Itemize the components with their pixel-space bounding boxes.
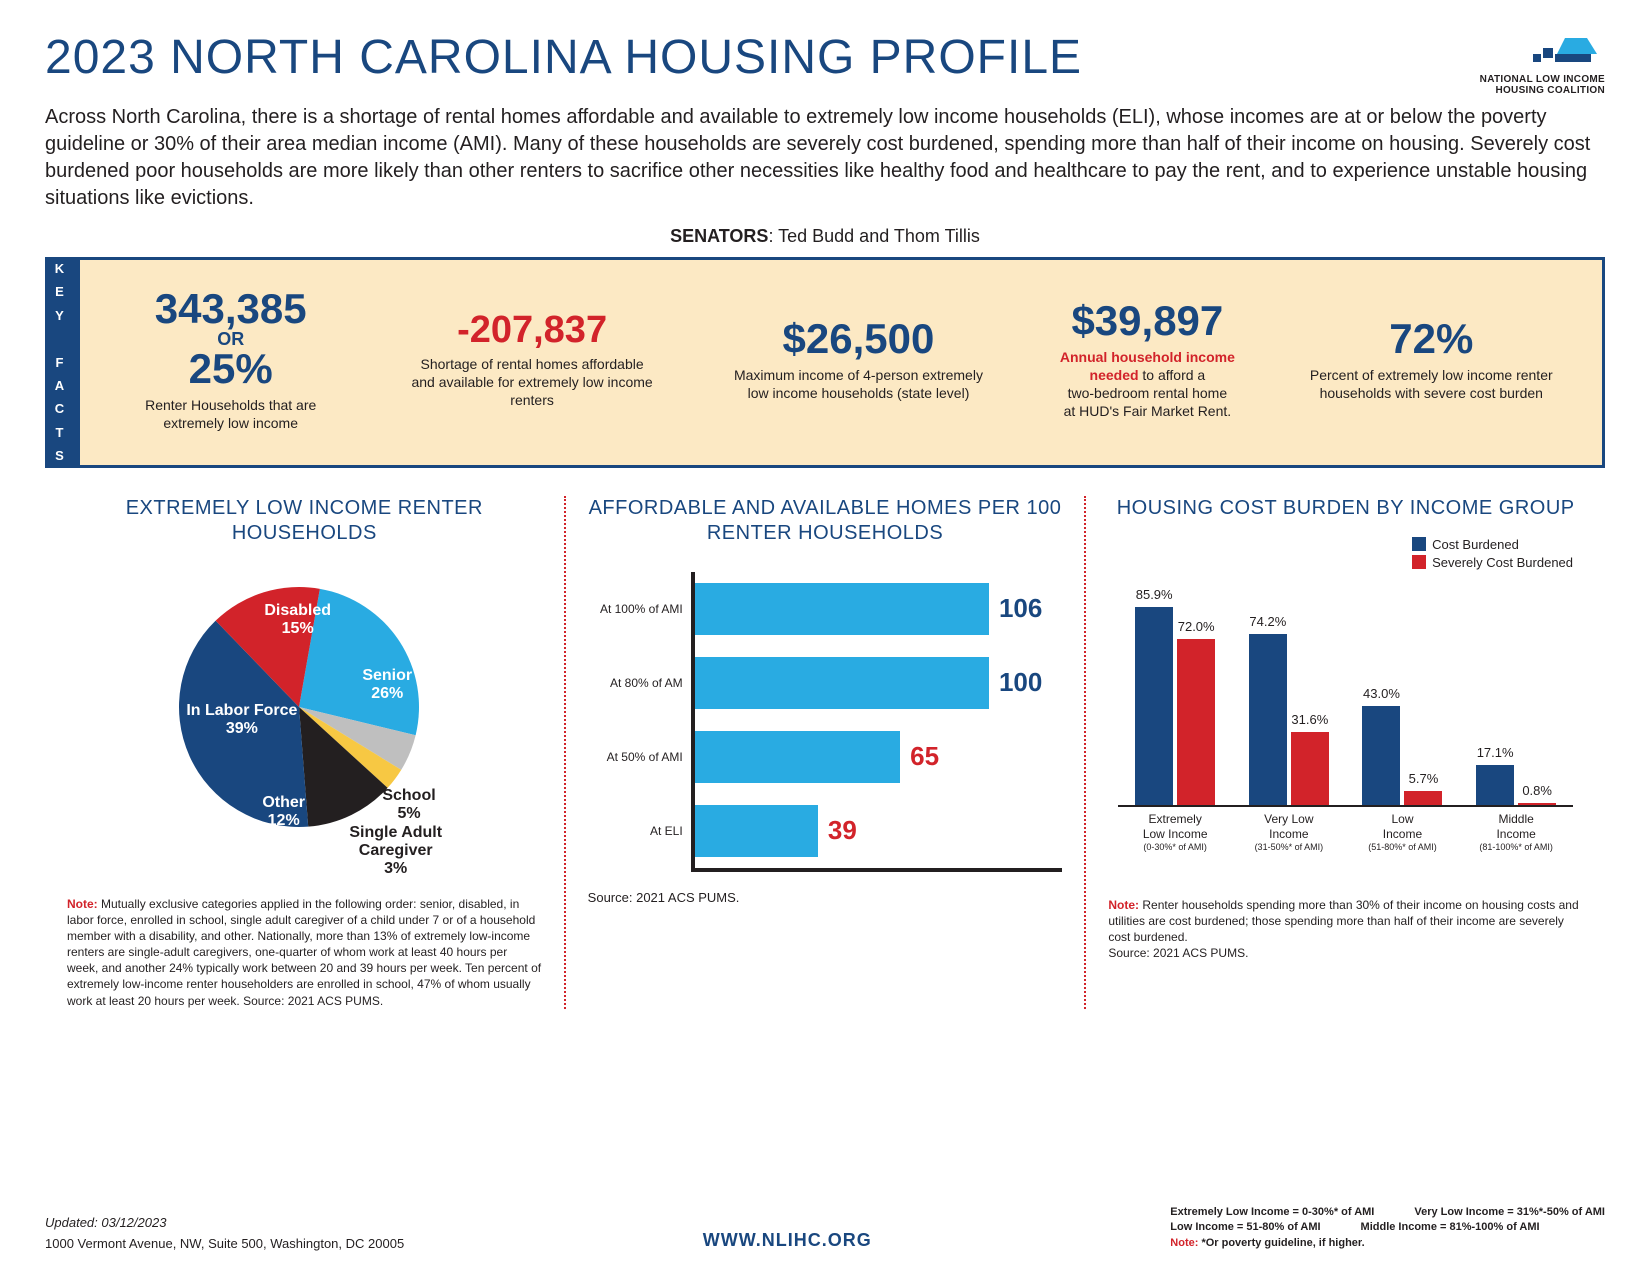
pie-slice-label: School5% [382,787,435,824]
hbar-row: At 50% of AMI 65 [596,720,1043,794]
page-title: 2023 NORTH CAROLINA HOUSING PROFILE [45,30,1082,85]
hbar-source: Source: 2021 ACS PUMS. [588,890,1063,905]
hbar-value: 106 [999,593,1042,624]
hbar-label: At 100% of AMI [596,602,691,616]
vbar-severely-cost-burdened: 31.6% [1291,732,1329,805]
hbar-row: At 80% of AM 100 [596,646,1043,720]
vbar-note: Note: Renter households spending more th… [1108,881,1583,962]
pie-slice-label: Other12% [262,794,305,831]
hbar-bar [695,805,818,857]
pie-slice-label: Single AdultCaregiver3% [349,824,442,879]
vbar-group: 43.0% 5.7% [1362,706,1442,805]
vbar-chart: Cost Burdened Severely Cost Burdened 85.9… [1108,537,1583,867]
vbar-x-label: ExtremelyLow Income(0-30%* of AMI) [1120,812,1230,867]
vbar-severely-cost-burdened: 5.7% [1404,791,1442,804]
vbar-cost-burdened: 17.1% [1476,765,1514,804]
hbar-value: 100 [999,667,1042,698]
key-facts-panel: KEYFACTS 343,385 OR 25% Renter Household… [45,257,1605,468]
hbar-bar [695,657,989,709]
footer-left: Updated: 03/12/2023 1000 Vermont Avenue,… [45,1215,404,1251]
vbar-group: 17.1% 0.8% [1476,765,1556,804]
kf-income-needed: $39,897 Annual household incomeneeded to… [1060,300,1235,421]
hbar-value: 39 [828,815,857,846]
intro-paragraph: Across North Carolina, there is a shorta… [45,104,1605,212]
pie-slice-label: Senior26% [362,667,412,704]
legend-item: Cost Burdened [1412,537,1573,552]
hbar-row: At ELI 39 [596,794,1043,868]
hbar-label: At ELI [596,824,691,838]
vbar-chart-panel: HOUSING COST BURDEN BY INCOME GROUP Cost… [1084,496,1605,1009]
hbar-bar [695,731,900,783]
kf-eli-count: 343,385 OR 25% Renter Households that ar… [126,288,336,432]
pie-chart-panel: EXTREMELY LOW INCOME RENTER HOUSEHOLDS S… [45,496,564,1009]
pie-note: Note: Mutually exclusive categories appl… [67,896,542,1009]
footer-definitions: Extremely Low Income = 0-30%* of AMI Ver… [1170,1205,1605,1251]
senators-line: SENATORS: Ted Budd and Thom Tillis [45,226,1605,247]
footer-url: WWW.NLIHC.ORG [703,1230,872,1251]
kf-severe-burden-pct: 72% Percent of extremely low income rent… [1306,318,1556,402]
vbar-x-label: Very LowIncome(31-50%* of AMI) [1234,812,1344,867]
vbar-cost-burdened: 43.0% [1362,706,1400,805]
org-logo: NATIONAL LOW INCOMEHOUSING COALITION [1480,30,1605,96]
pie-slice-label: Disabled15% [264,602,331,639]
hbar-value: 65 [910,741,939,772]
vbar-cost-burdened: 74.2% [1249,634,1287,805]
vbar-group: 74.2%31.6% [1249,634,1329,805]
vbar-severely-cost-burdened: 72.0% [1177,639,1215,805]
hbar-bar [695,583,989,635]
hbar-chart: At 100% of AMI 106 At 80% of AM 100 At 50% o… [588,562,1063,868]
hbar-chart-panel: AFFORDABLE AND AVAILABLE HOMES PER 100 R… [564,496,1085,1009]
pie-slice-label: In Labor Force39% [186,702,297,739]
vbar-cost-burdened: 85.9% [1135,607,1173,805]
vbar-severely-cost-burdened: 0.8% [1518,803,1556,805]
kf-max-income: $26,500 Maximum income of 4-person extre… [728,318,988,402]
legend-item: Severely Cost Burdened [1412,555,1573,570]
pie-title: EXTREMELY LOW INCOME RENTER HOUSEHOLDS [67,496,542,546]
hbar-row: At 100% of AMI 106 [596,572,1043,646]
hbar-label: At 80% of AM [596,676,691,690]
kf-shortage: -207,837 Shortage of rental homes afford… [407,311,657,410]
hbar-label: At 50% of AMI [596,750,691,764]
vbar-title: HOUSING COST BURDEN BY INCOME GROUP [1108,496,1583,521]
vbar-x-label: MiddleIncome(81-100%* of AMI) [1461,812,1571,867]
vbar-group: 85.9%72.0% [1135,607,1215,805]
vbar-legend: Cost Burdened Severely Cost Burdened [1412,537,1573,573]
key-facts-tab: KEYFACTS [45,257,77,468]
vbar-x-label: LowIncome(51-80%* of AMI) [1347,812,1457,867]
hbar-title: AFFORDABLE AND AVAILABLE HOMES PER 100 R… [588,496,1063,546]
